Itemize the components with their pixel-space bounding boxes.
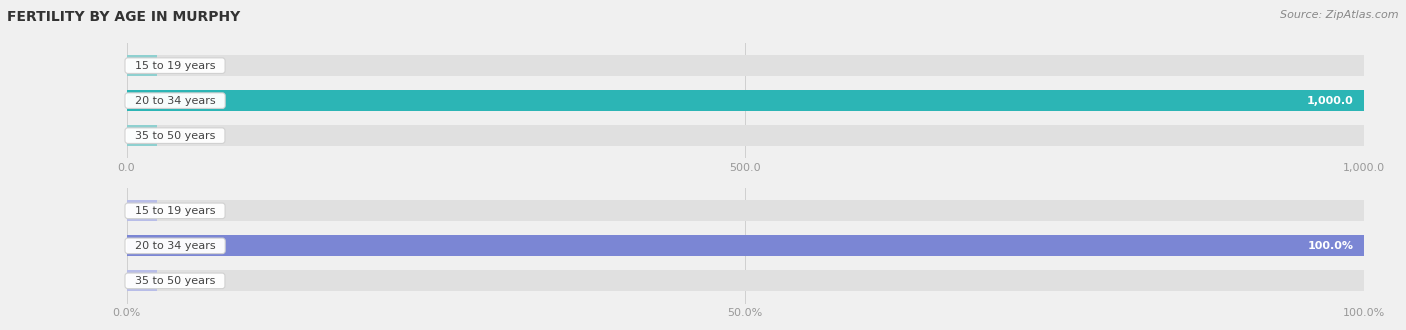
Text: 1,000.0: 1,000.0 <box>1308 96 1354 106</box>
Text: FERTILITY BY AGE IN MURPHY: FERTILITY BY AGE IN MURPHY <box>7 10 240 24</box>
Bar <box>127 235 1364 256</box>
Text: 100.0%: 100.0% <box>1308 241 1354 251</box>
Text: Source: ZipAtlas.com: Source: ZipAtlas.com <box>1281 10 1399 20</box>
Text: 35 to 50 years: 35 to 50 years <box>128 131 222 141</box>
Bar <box>127 235 1364 256</box>
Bar <box>127 200 157 221</box>
Text: 0.0%: 0.0% <box>167 276 195 286</box>
Bar <box>127 90 1364 111</box>
Bar <box>127 55 157 76</box>
Text: 15 to 19 years: 15 to 19 years <box>128 61 222 71</box>
Text: 0.0: 0.0 <box>167 61 186 71</box>
Bar <box>127 125 1364 146</box>
Text: 0.0: 0.0 <box>167 131 186 141</box>
Text: 20 to 34 years: 20 to 34 years <box>128 96 222 106</box>
Bar <box>127 125 157 146</box>
Bar <box>127 55 1364 76</box>
Bar <box>127 270 1364 291</box>
Text: 15 to 19 years: 15 to 19 years <box>128 206 222 216</box>
Bar <box>127 270 157 291</box>
Bar <box>127 90 1364 111</box>
Text: 20 to 34 years: 20 to 34 years <box>128 241 222 251</box>
Bar <box>127 200 1364 221</box>
Text: 0.0%: 0.0% <box>167 206 195 216</box>
Text: 35 to 50 years: 35 to 50 years <box>128 276 222 286</box>
